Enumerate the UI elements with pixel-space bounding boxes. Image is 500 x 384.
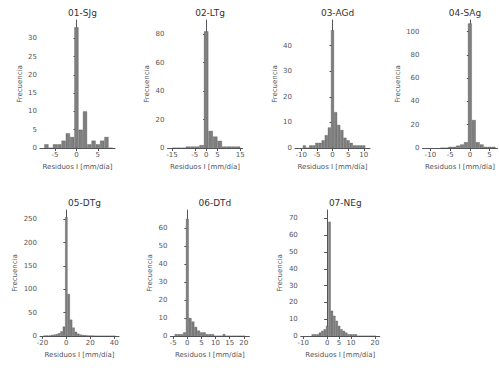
svg-text:15: 15 xyxy=(236,151,245,159)
svg-text:80: 80 xyxy=(411,51,420,59)
svg-text:0: 0 xyxy=(33,144,37,152)
svg-text:40: 40 xyxy=(283,42,292,50)
svg-text:Residuos I [mm/día]: Residuos I [mm/día] xyxy=(298,163,368,171)
svg-text:60: 60 xyxy=(289,231,298,239)
svg-text:01-SJg: 01-SJg xyxy=(68,8,97,18)
svg-text:Frecuencia: Frecuencia xyxy=(394,65,402,103)
svg-text:10: 10 xyxy=(283,118,292,126)
svg-text:60: 60 xyxy=(158,224,167,232)
svg-text:30: 30 xyxy=(289,282,298,290)
svg-text:0: 0 xyxy=(415,144,419,152)
svg-text:60: 60 xyxy=(411,74,420,82)
svg-text:Residuos I [mm/día]: Residuos I [mm/día] xyxy=(170,163,240,171)
svg-text:20: 20 xyxy=(239,339,248,347)
svg-text:15: 15 xyxy=(225,339,234,347)
svg-text:5: 5 xyxy=(96,151,100,159)
svg-text:10: 10 xyxy=(28,107,37,115)
svg-text:80: 80 xyxy=(156,30,165,38)
svg-text:20: 20 xyxy=(283,93,292,101)
svg-text:100: 100 xyxy=(24,285,37,293)
svg-text:07-NEg: 07-NEg xyxy=(329,198,362,208)
svg-text:20: 20 xyxy=(289,298,298,306)
svg-text:50: 50 xyxy=(289,248,298,256)
svg-text:Residuos I [mm/día]: Residuos I [mm/día] xyxy=(43,163,113,171)
svg-text:Residuos I [mm/día]: Residuos I [mm/día] xyxy=(175,351,245,359)
svg-text:0: 0 xyxy=(163,332,167,340)
svg-text:20: 20 xyxy=(371,339,380,347)
svg-text:40: 40 xyxy=(411,97,420,105)
svg-text:0: 0 xyxy=(325,339,329,347)
svg-text:30: 30 xyxy=(158,278,167,286)
svg-text:60: 60 xyxy=(156,59,165,67)
svg-text:40: 40 xyxy=(156,87,165,95)
svg-text:Residuos I [mm/día]: Residuos I [mm/día] xyxy=(425,163,495,171)
svg-text:-5: -5 xyxy=(191,151,198,159)
svg-text:10: 10 xyxy=(289,315,298,323)
svg-text:50: 50 xyxy=(158,242,167,250)
svg-text:100: 100 xyxy=(406,28,419,36)
svg-text:5: 5 xyxy=(487,151,491,159)
svg-text:-20: -20 xyxy=(37,339,48,347)
svg-text:Residuos I [mm/día]: Residuos I [mm/día] xyxy=(305,351,375,359)
svg-text:Frecuencia: Frecuencia xyxy=(16,65,24,103)
svg-text:05-DTg: 05-DTg xyxy=(68,198,101,208)
svg-text:Residuos I [mm/día]: Residuos I [mm/día] xyxy=(45,351,115,359)
svg-text:0: 0 xyxy=(204,151,208,159)
svg-text:10: 10 xyxy=(359,151,368,159)
svg-text:Frecuencia: Frecuencia xyxy=(271,65,279,103)
svg-text:5: 5 xyxy=(337,339,341,347)
svg-text:20: 20 xyxy=(158,296,167,304)
svg-text:20: 20 xyxy=(28,71,37,79)
svg-text:02-LTg: 02-LTg xyxy=(195,8,225,18)
svg-text:20: 20 xyxy=(411,121,420,129)
svg-text:40: 40 xyxy=(110,339,119,347)
svg-text:-10: -10 xyxy=(425,151,436,159)
svg-text:70: 70 xyxy=(289,214,298,222)
svg-text:Frecuencia: Frecuencia xyxy=(11,254,19,292)
svg-text:10: 10 xyxy=(158,314,167,322)
svg-text:5: 5 xyxy=(33,126,37,134)
svg-text:0: 0 xyxy=(468,151,472,159)
svg-text:03-AGd: 03-AGd xyxy=(321,8,354,18)
svg-text:40: 40 xyxy=(158,260,167,268)
svg-text:Frecuencia: Frecuencia xyxy=(276,254,284,292)
svg-text:04-SAg: 04-SAg xyxy=(449,8,481,18)
svg-text:06-DTd: 06-DTd xyxy=(198,198,231,208)
svg-text:Frecuencia: Frecuencia xyxy=(146,254,154,292)
svg-text:20: 20 xyxy=(156,116,165,124)
svg-text:5: 5 xyxy=(346,151,350,159)
svg-text:-5: -5 xyxy=(170,339,177,347)
svg-text:25: 25 xyxy=(28,53,37,61)
svg-text:15: 15 xyxy=(28,89,37,97)
svg-text:30: 30 xyxy=(283,67,292,75)
svg-text:10: 10 xyxy=(347,339,356,347)
svg-text:0: 0 xyxy=(74,151,78,159)
svg-text:-5: -5 xyxy=(52,151,59,159)
svg-text:150: 150 xyxy=(24,262,37,270)
svg-text:-10: -10 xyxy=(297,339,308,347)
svg-text:Frecuencia: Frecuencia xyxy=(143,65,151,103)
svg-text:0: 0 xyxy=(330,151,334,159)
svg-text:0: 0 xyxy=(293,332,298,340)
svg-text:0: 0 xyxy=(32,332,37,340)
svg-text:50: 50 xyxy=(28,309,37,317)
svg-text:200: 200 xyxy=(24,239,37,247)
svg-text:250: 250 xyxy=(24,215,37,223)
svg-text:0: 0 xyxy=(185,339,189,347)
svg-text:0: 0 xyxy=(288,144,292,152)
svg-text:0: 0 xyxy=(64,339,68,347)
svg-text:-5: -5 xyxy=(313,151,320,159)
svg-text:20: 20 xyxy=(86,339,95,347)
svg-text:-15: -15 xyxy=(166,151,177,159)
svg-text:0: 0 xyxy=(160,144,164,152)
svg-text:-5: -5 xyxy=(447,151,454,159)
svg-text:40: 40 xyxy=(289,265,298,273)
svg-text:5: 5 xyxy=(199,339,203,347)
svg-text:30: 30 xyxy=(28,34,37,42)
svg-text:-10: -10 xyxy=(296,151,307,159)
svg-text:10: 10 xyxy=(211,339,220,347)
svg-text:5: 5 xyxy=(215,151,219,159)
